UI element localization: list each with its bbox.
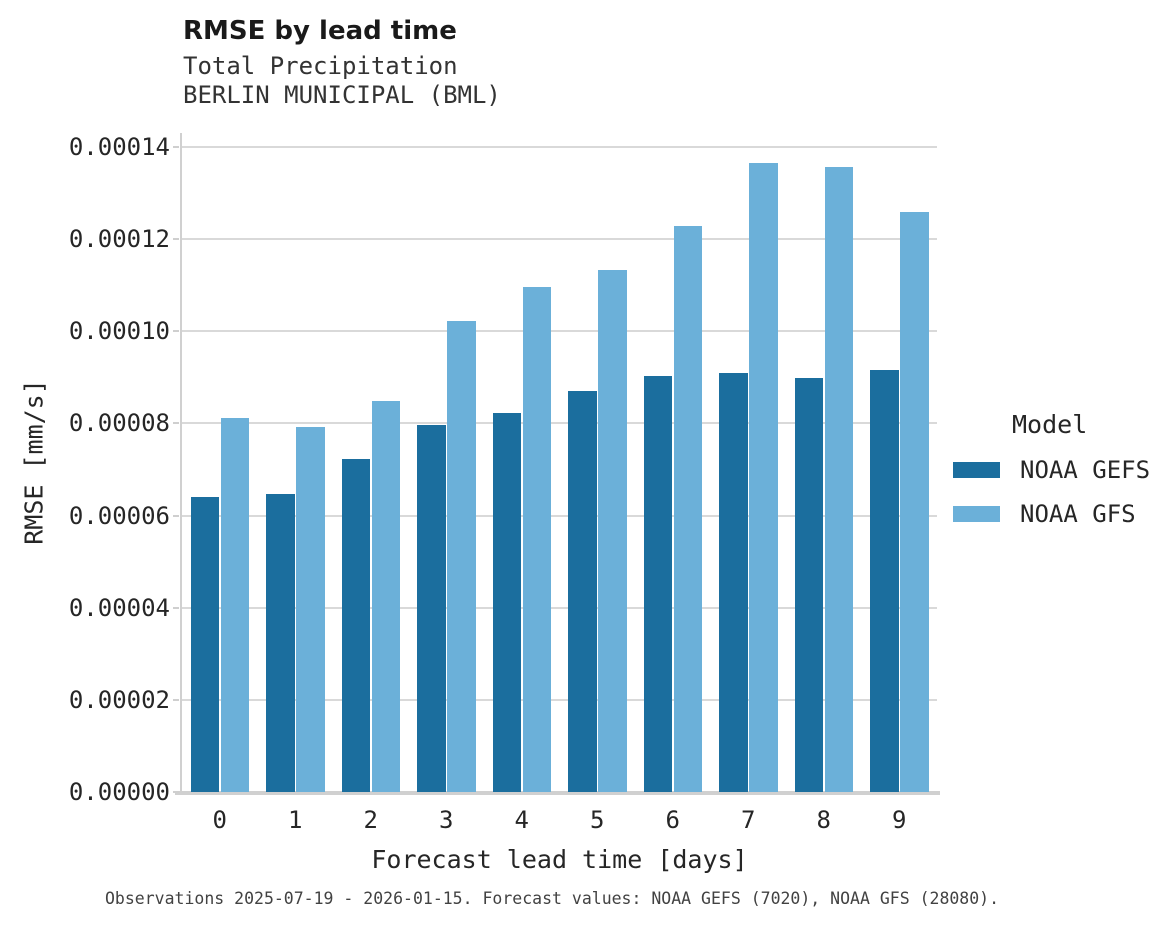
y-tick-mark (173, 330, 179, 333)
x-tick-label: 6 (665, 806, 680, 834)
gridline (182, 698, 937, 701)
y-tick-mark (173, 146, 179, 148)
bar-noaa-gefs-day8 (794, 378, 823, 792)
y-tick-label: 0.00014 (68, 133, 170, 161)
y-tick-label: 0.00004 (68, 593, 170, 622)
y-tick-mark (173, 422, 179, 425)
gridline (182, 330, 937, 333)
legend-entry-gfs: NOAA GFS (953, 500, 1175, 528)
y-tick-label: 0.00012 (68, 225, 170, 254)
gridline (182, 514, 937, 517)
y-tick-label: 0.00008 (68, 409, 170, 438)
gefs-swatch-icon (953, 462, 1000, 478)
bar-noaa-gefs-day4 (492, 413, 521, 792)
y-tick-label: 0.00006 (68, 501, 170, 530)
x-axis-title: Forecast lead time [days] (371, 845, 748, 874)
y-tick-mark (173, 238, 179, 241)
y-tick-label: 0.00010 (68, 317, 170, 346)
y-tick-mark (173, 606, 179, 609)
x-tick-label: 8 (816, 806, 831, 834)
bar-noaa-gfs-day1 (296, 426, 325, 792)
bar-noaa-gfs-day3 (447, 321, 476, 792)
bar-noaa-gefs-day7 (719, 373, 748, 792)
bar-noaa-gefs-day6 (643, 375, 672, 792)
x-tick-label: 4 (514, 806, 529, 834)
x-tick-label: 3 (439, 806, 454, 834)
legend-label-gefs: NOAA GEFS (1020, 456, 1151, 484)
bar-noaa-gfs-day4 (522, 286, 551, 792)
gridline (182, 422, 937, 425)
legend-label-gfs: NOAA GFS (1020, 500, 1136, 528)
legend-entry-gefs: NOAA GEFS (953, 456, 1175, 484)
bar-noaa-gefs-day1 (266, 494, 295, 792)
x-tick-label: 5 (590, 806, 605, 834)
chart-title: RMSE by lead time (183, 16, 457, 46)
chart-subtitle-variable: Total Precipitation (183, 52, 458, 80)
x-tick-label: 1 (288, 806, 303, 834)
x-tick-label: 7 (741, 806, 756, 834)
y-axis-line (180, 133, 182, 792)
y-tick-mark (173, 698, 179, 701)
legend: Model NOAA GEFS NOAA GFS (953, 410, 1175, 528)
caption: Observations 2025-07-19 - 2026-01-15. Fo… (105, 889, 1000, 908)
bar-noaa-gefs-day9 (870, 369, 899, 792)
bar-noaa-gefs-day2 (341, 458, 370, 792)
bar-noaa-gfs-day8 (824, 167, 853, 792)
legend-title: Model (1012, 410, 1088, 439)
bar-noaa-gefs-day5 (568, 390, 597, 792)
gridline (182, 146, 937, 148)
y-tick-mark (173, 514, 179, 517)
y-tick-label: 0.00002 (68, 685, 170, 714)
x-tick-label: 2 (363, 806, 378, 834)
bar-noaa-gfs-day0 (220, 418, 249, 792)
bar-noaa-gfs-day2 (371, 400, 400, 792)
bar-noaa-gfs-day5 (598, 270, 627, 792)
gridline (182, 238, 937, 241)
bar-noaa-gfs-day9 (900, 211, 929, 792)
gridline (182, 606, 937, 609)
y-tick-label: 0.00000 (68, 778, 170, 806)
x-axis-labels: 0 1 2 3 4 5 6 7 8 9 (182, 806, 937, 836)
x-axis-line (175, 791, 940, 795)
x-tick-label: 0 (212, 806, 227, 834)
bar-noaa-gefs-day3 (417, 425, 446, 792)
y-axis-labels: 0.00000 0.00002 0.00004 0.00006 0.00008 0.000… (0, 133, 170, 806)
chart-subtitle-station: BERLIN MUNICIPAL (BML) (183, 81, 501, 109)
gfs-swatch-icon (953, 506, 1000, 522)
bar-noaa-gfs-day6 (673, 225, 702, 792)
plot-panel (173, 133, 940, 795)
x-tick-label: 9 (892, 806, 907, 834)
y-tick-mark (173, 791, 179, 793)
bar-noaa-gfs-day7 (749, 163, 778, 792)
bar-noaa-gefs-day0 (190, 497, 219, 792)
